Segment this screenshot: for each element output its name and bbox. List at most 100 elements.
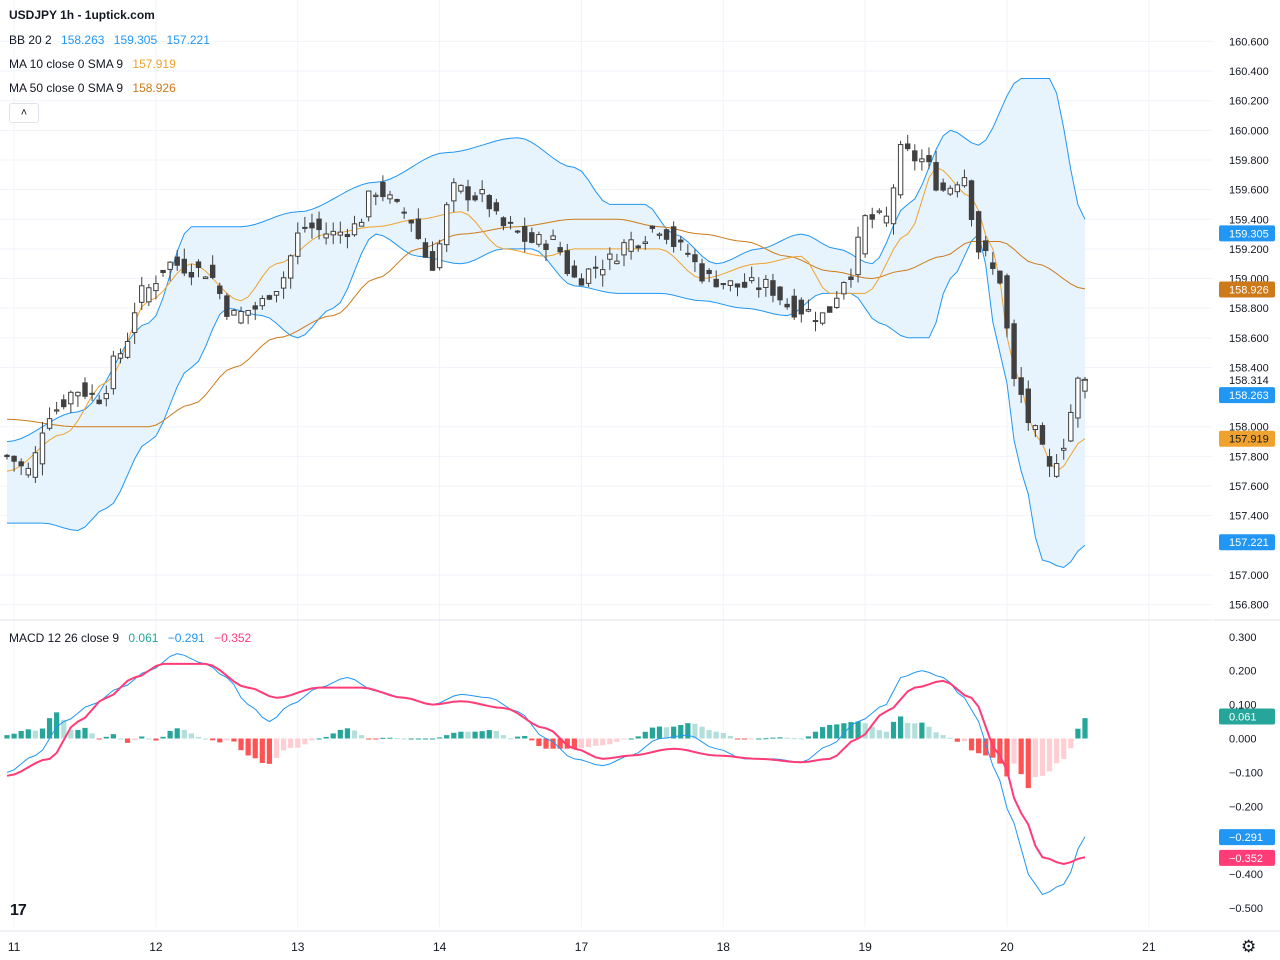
macd-histogram-bar	[940, 735, 946, 739]
candle-body	[295, 232, 301, 257]
candle	[401, 207, 407, 219]
candle-body	[373, 194, 379, 197]
candle-body	[642, 241, 648, 244]
macd-histogram-bar	[280, 738, 287, 751]
candle	[160, 269, 166, 277]
macd-histogram-bar	[259, 738, 265, 763]
bb-basis-tag: 158.263	[1229, 390, 1269, 402]
macd-histogram-bar	[968, 738, 975, 751]
candle-body	[933, 162, 939, 191]
candle-body	[649, 225, 656, 229]
candle-body	[273, 291, 280, 296]
macd-histogram-bar	[302, 738, 308, 745]
candle-body	[124, 340, 131, 358]
candle	[117, 348, 124, 364]
candle	[529, 227, 535, 244]
gear-icon[interactable]: ⚙	[1241, 937, 1257, 956]
macd-histogram-bar	[217, 738, 223, 743]
candle	[1032, 424, 1039, 438]
candle	[458, 184, 464, 194]
time-axis[interactable]: 11 12 13 14 17 18 19 20 21	[0, 930, 1280, 954]
macd-histogram-bar	[4, 735, 10, 739]
bb-fill	[7, 78, 1085, 568]
collapse-legend-button[interactable]: ˄	[9, 103, 39, 123]
macd-histogram-bar	[1068, 738, 1074, 749]
candle-body	[444, 204, 450, 246]
macd-histogram-bar	[132, 738, 138, 741]
macd-histogram-bar	[181, 729, 187, 739]
macd-histogram-bar	[678, 724, 684, 739]
candle	[805, 299, 812, 313]
candle	[472, 192, 478, 202]
candle-body	[784, 303, 790, 308]
macd-histogram-bar	[465, 731, 471, 739]
macd-histogram-bar	[415, 738, 421, 740]
macd-histogram-bar	[898, 716, 904, 739]
macd-histogram-bar	[812, 731, 819, 739]
candle-body	[656, 233, 663, 236]
candle	[231, 308, 237, 316]
candle-body	[628, 239, 634, 252]
ma50-tag: 158.926	[1229, 285, 1269, 297]
macd-histogram-bar	[763, 738, 769, 740]
macd-histogram-bar	[458, 731, 464, 739]
candle	[614, 253, 620, 265]
macd-histogram-bar	[117, 738, 124, 740]
macd-legend: MACD 12 26 close 9 0.061 −0.291 −0.352	[9, 631, 257, 645]
candle	[351, 215, 358, 237]
macd-histogram-bar	[1032, 738, 1038, 778]
candle	[217, 282, 223, 300]
macd-histogram-bar	[493, 730, 499, 739]
macd-histogram-bar	[685, 723, 691, 739]
candle	[18, 458, 24, 476]
bb-upper-line	[6, 78, 1086, 443]
candle	[61, 394, 67, 410]
price-axis[interactable]: 160.600 160.400 160.200 160.000 159.800 159.6…	[1229, 36, 1269, 915]
candle	[365, 190, 372, 222]
candle-body	[429, 251, 436, 271]
candle-body	[280, 277, 287, 289]
candle	[947, 185, 953, 197]
macd-histogram-bar	[366, 738, 372, 740]
candle	[890, 184, 897, 235]
macd-histogram-bar	[699, 726, 705, 739]
tradingview-logo-icon[interactable]: 17	[10, 902, 27, 919]
price-tags: 158.314 159.305 158.926 158.263 157.919 157.2…	[1219, 225, 1275, 866]
macd-histogram-bar	[550, 738, 556, 749]
candle	[266, 294, 273, 301]
macd-histogram-bar	[734, 738, 741, 740]
price-tick-label: 156.800	[1229, 600, 1269, 612]
candle	[486, 193, 492, 218]
candle	[748, 266, 755, 284]
macd-histogram-bar	[266, 738, 273, 764]
macd-histogram-bar	[380, 737, 386, 739]
macd-histogram-bar	[174, 728, 180, 739]
candle-body	[238, 310, 244, 324]
candle-body	[522, 226, 528, 242]
candle	[628, 231, 634, 260]
macd-histogram-bar	[146, 738, 152, 740]
macd-histogram-bar	[351, 730, 358, 739]
macd-histogram-bar	[841, 723, 847, 739]
candle	[968, 179, 975, 227]
candle-body	[990, 262, 996, 269]
candle-body	[947, 187, 953, 195]
candle-body	[876, 210, 883, 213]
macd-pane	[4, 653, 1088, 896]
macd-histogram-bar	[515, 736, 521, 739]
candle	[451, 178, 457, 213]
candle-body	[436, 243, 443, 269]
candle	[167, 261, 173, 282]
price-tick-label: 158.000	[1229, 422, 1269, 434]
candle	[316, 211, 322, 240]
candle-body	[1068, 411, 1074, 442]
macd-histogram-bar	[933, 732, 939, 739]
candle	[855, 226, 861, 283]
bb-lower-tag: 157.221	[1229, 537, 1269, 549]
candle	[990, 252, 996, 275]
macd-histogram-bar	[89, 733, 95, 739]
candle	[1075, 376, 1081, 428]
candle-body	[458, 184, 464, 192]
candle	[904, 134, 911, 152]
